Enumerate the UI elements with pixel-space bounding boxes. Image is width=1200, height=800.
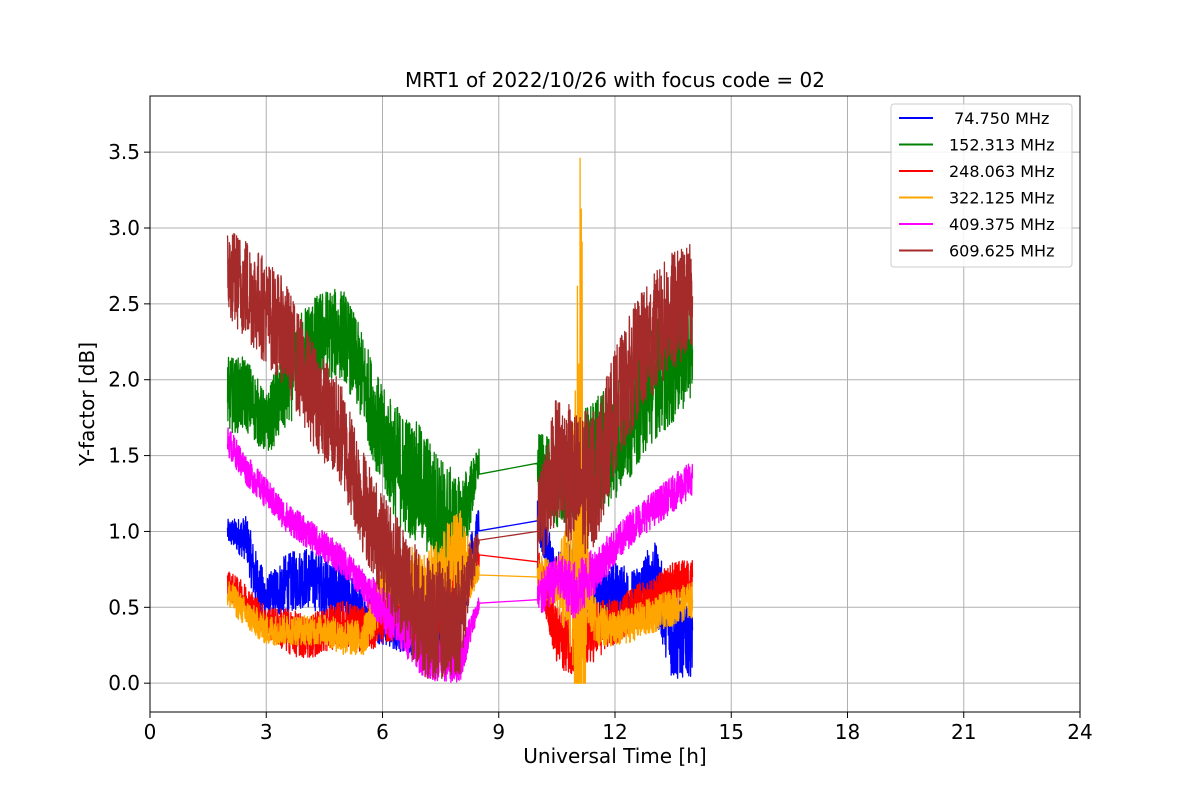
y-tick-label: 0.5 [108, 595, 140, 619]
legend-label: 609.625 MHz [949, 242, 1054, 261]
axis-ticks: 0 3 6 9 12 15 18 21 24 0.0 0.5 1.0 1.5 2.0 2.5 3.0 3.5 [108, 140, 1093, 744]
y-tick-label: 3.5 [108, 140, 140, 164]
series-line-3 [226, 157, 694, 684]
y-tick-label: 3.0 [108, 216, 140, 240]
y-tick-label: 2.5 [108, 292, 140, 316]
series-line-5 [226, 232, 694, 680]
x-tick-label: 9 [492, 720, 505, 744]
y-tick-label: 0.0 [108, 671, 140, 695]
y-tick-label: 1.5 [108, 444, 140, 468]
chart-title: MRT1 of 2022/10/26 with focus code = 02 [405, 68, 825, 92]
y-axis-title: Y-factor [dB] [75, 342, 99, 467]
y-tick-label: 2.0 [108, 368, 140, 392]
x-tick-label: 3 [260, 720, 273, 744]
x-tick-label: 12 [602, 720, 627, 744]
legend: 74.750 MHz 152.313 MHz 248.063 MHz 322.125 … [890, 103, 1073, 268]
x-tick-label: 0 [144, 720, 157, 744]
plot-series-group [226, 157, 694, 684]
legend-label: 74.750 MHz [949, 109, 1049, 128]
y-tick-label: 1.0 [108, 519, 140, 543]
legend-label: 322.125 MHz [949, 189, 1054, 208]
x-tick-label: 18 [835, 720, 860, 744]
x-tick-label: 6 [376, 720, 389, 744]
x-tick-label: 15 [719, 720, 744, 744]
series-line-4 [226, 427, 694, 684]
x-tick-label: 24 [1067, 720, 1092, 744]
legend-label: 248.063 MHz [949, 162, 1054, 181]
x-axis-title: Universal Time [h] [523, 744, 706, 768]
legend-label: 152.313 MHz [949, 136, 1054, 155]
legend-box [890, 103, 1073, 268]
legend-label: 409.375 MHz [949, 215, 1054, 234]
x-tick-label: 21 [951, 720, 976, 744]
